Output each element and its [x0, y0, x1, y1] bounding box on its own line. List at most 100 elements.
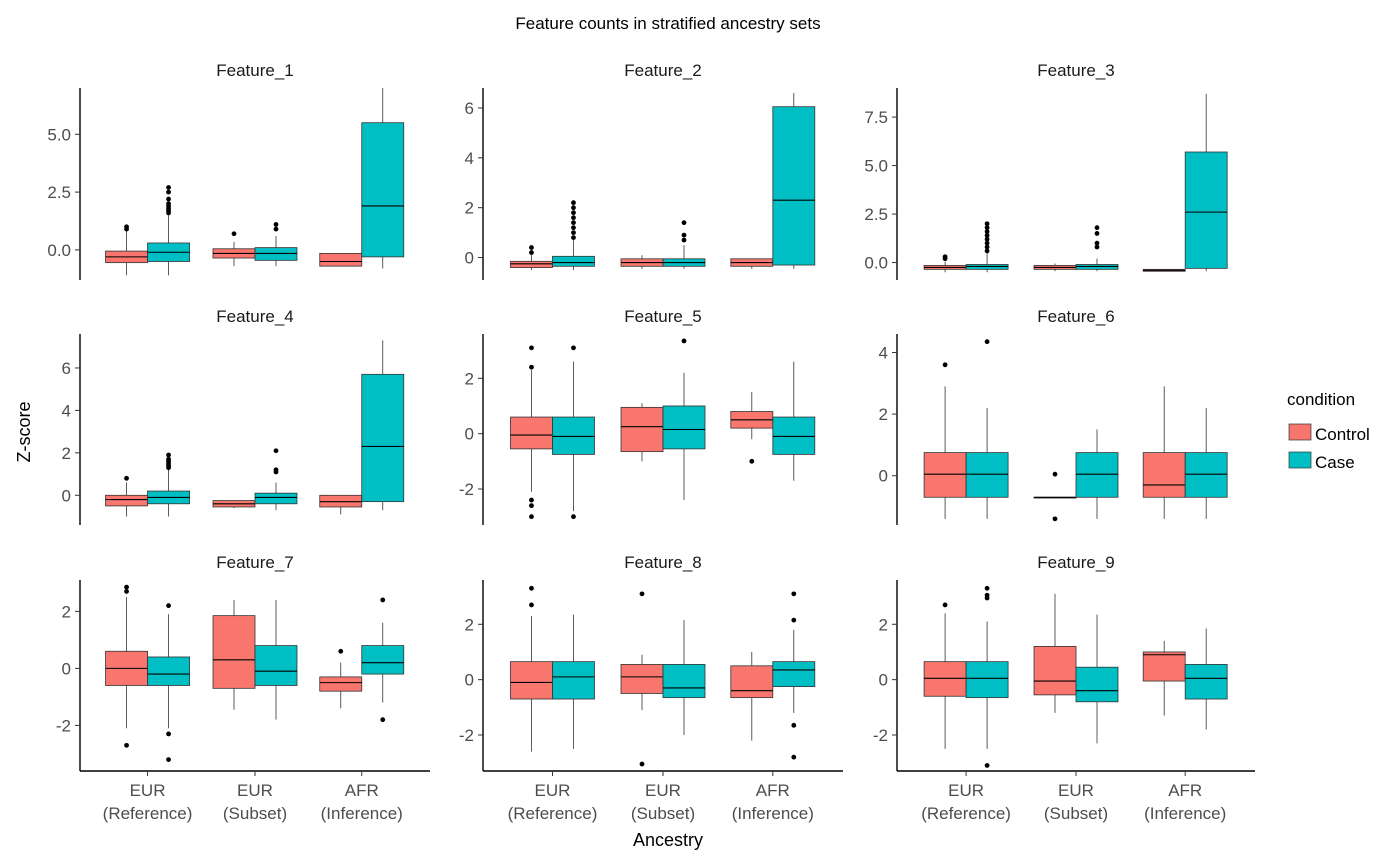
x-tick-label-line: (Reference)	[103, 804, 193, 823]
outlier-point	[273, 222, 279, 227]
x-tick-label-line: (Subset)	[1044, 804, 1108, 823]
box-control	[1142, 640, 1186, 716]
legend-label-control: Control	[1315, 425, 1370, 444]
x-tick-label: EUR (Reference)	[921, 781, 1011, 823]
x-tick-label: EUR (Subset)	[1044, 781, 1108, 823]
outlier-point	[273, 226, 279, 232]
outlier-point	[338, 648, 344, 654]
legend-swatch-control	[1288, 423, 1312, 441]
outlier-point	[639, 761, 645, 767]
panel-feature_1: Feature_1 0.0 2.5 5.0	[47, 61, 405, 280]
outlier-point	[124, 475, 129, 481]
x-tick-label-line: EUR	[1058, 781, 1094, 800]
legend-label-case: Case	[1315, 453, 1355, 472]
outlier-point	[231, 231, 237, 237]
outlier-point	[1052, 516, 1058, 522]
outlier-point	[984, 232, 990, 238]
box-iqr	[319, 676, 363, 692]
box-control	[510, 345, 553, 520]
outlier-point	[166, 201, 171, 207]
y-axis-label: Z-score	[14, 401, 34, 462]
outlier-point	[681, 338, 687, 344]
x-tick-label-line: (Subset)	[631, 804, 695, 823]
box-case	[361, 340, 405, 511]
box-control	[730, 651, 774, 741]
outlier-point	[571, 210, 576, 216]
x-tick-label: EUR (Reference)	[508, 781, 598, 823]
x-tick-label-line: AFR	[1168, 781, 1202, 800]
box-case	[254, 222, 298, 267]
box-case	[1184, 407, 1228, 519]
outlier-point	[380, 597, 386, 603]
outlier-point	[273, 448, 279, 454]
box-iqr	[1075, 666, 1119, 703]
x-tick-label-line: (Reference)	[508, 804, 598, 823]
box-iqr	[662, 405, 706, 450]
outlier-point	[681, 220, 687, 226]
outlier-point	[1094, 225, 1100, 231]
box-control	[212, 500, 256, 509]
outlier-point	[166, 196, 171, 202]
outlier-point	[749, 458, 755, 464]
box-iqr	[730, 665, 774, 699]
y-tick-label: 5.0	[864, 157, 888, 176]
box-iqr	[361, 373, 405, 503]
outlier-point	[380, 717, 386, 723]
box-control	[923, 254, 967, 273]
box-iqr	[212, 615, 256, 689]
legend-title: condition	[1287, 390, 1355, 409]
box-iqr	[620, 406, 664, 453]
box-iqr	[319, 252, 363, 267]
panel-title: Feature_8	[624, 553, 702, 572]
x-tick-label-line: EUR	[237, 781, 273, 800]
box-iqr	[254, 492, 298, 505]
x-tick-label-line: (Reference)	[921, 804, 1011, 823]
box-case	[965, 339, 1009, 519]
box-case	[147, 452, 190, 517]
box-control	[730, 258, 774, 269]
box-iqr	[965, 452, 1009, 498]
box-case	[552, 200, 595, 271]
box-iqr	[147, 656, 190, 686]
box-iqr	[965, 661, 1009, 699]
outlier-point	[273, 467, 279, 473]
box-iqr	[361, 645, 405, 675]
y-tick-label: 4	[465, 149, 474, 168]
box-iqr	[510, 260, 553, 268]
box-control	[923, 362, 967, 519]
box-case	[361, 88, 405, 269]
box-control	[923, 602, 967, 749]
outlier-point	[529, 497, 534, 503]
x-tick-label-line: (Subset)	[223, 804, 287, 823]
y-tick-label: 2	[879, 615, 888, 634]
outlier-point	[571, 225, 576, 231]
panel-feature_6: Feature_6 0 2 4	[879, 307, 1228, 525]
facet-panels: Feature_1 0.0 2.5 5.0 Feature_2 0 2 4 6 Feature_3…	[47, 61, 1255, 823]
box-iqr	[662, 664, 706, 699]
outlier-point	[571, 205, 576, 211]
outlier-point	[571, 345, 576, 351]
outlier-point	[984, 339, 990, 345]
outlier-point	[166, 185, 171, 190]
outlier-point	[166, 603, 171, 609]
y-tick-label: 2	[62, 444, 71, 463]
panel-title: Feature_3	[1037, 61, 1115, 80]
panel-title: Feature_5	[624, 307, 702, 326]
box-control	[1142, 268, 1186, 272]
box-case	[254, 448, 298, 511]
outlier-point	[984, 592, 990, 598]
y-tick-label: 7.5	[864, 108, 888, 127]
box-iqr	[772, 106, 816, 266]
outlier-point	[529, 585, 534, 591]
outlier-point	[681, 232, 687, 238]
box-case	[1184, 93, 1228, 272]
panel-feature_8: Feature_8 -2 0 2 EUR (Reference) EUR (Subset) AF…	[459, 553, 843, 823]
box-iqr	[772, 661, 816, 687]
box-iqr	[361, 122, 405, 258]
box-case	[772, 361, 816, 481]
box-case	[1075, 614, 1119, 744]
x-tick-label-line: (Inference)	[732, 804, 814, 823]
box-iqr	[510, 416, 553, 450]
box-iqr	[254, 247, 298, 261]
x-tick-label-line: (Inference)	[1144, 804, 1226, 823]
